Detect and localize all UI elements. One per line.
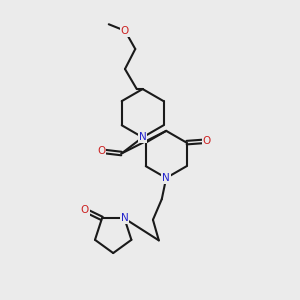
Text: N: N: [162, 173, 170, 183]
Text: O: O: [97, 146, 106, 156]
Text: O: O: [121, 26, 129, 36]
Text: O: O: [81, 205, 89, 215]
Text: O: O: [202, 136, 211, 146]
Text: N: N: [121, 213, 128, 224]
Text: N: N: [139, 132, 146, 142]
